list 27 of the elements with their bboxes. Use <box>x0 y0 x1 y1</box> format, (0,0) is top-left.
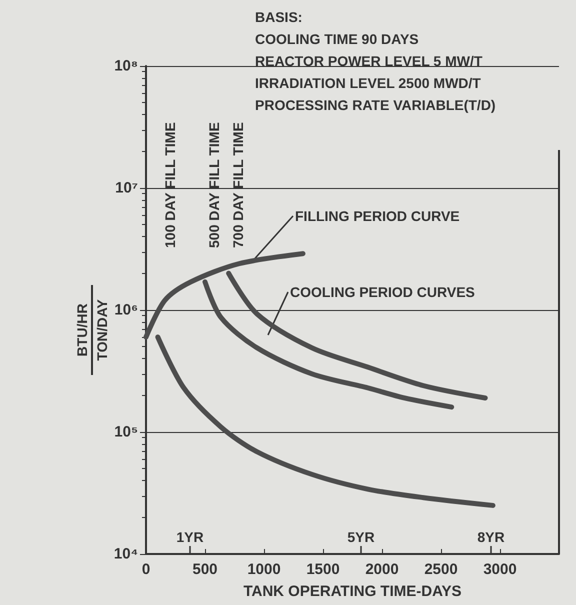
x-tick-label: 1500 <box>306 561 340 578</box>
annotation: 1YR <box>176 529 204 545</box>
y-tick-label: 10⁴ <box>114 546 138 562</box>
x-tick-label: 0 <box>142 561 150 578</box>
text: COOLING TIME 90 DAYS <box>255 31 419 47</box>
annotation: REACTOR POWER LEVEL 5 MW/T <box>255 53 483 69</box>
y-axis-title: BTU/HR TON/DAY <box>74 298 110 361</box>
y-tick-label: 10⁶ <box>114 302 138 318</box>
x-tick-label: 500 <box>192 561 218 578</box>
annotation: 100 DAY FILL TIME <box>162 122 178 248</box>
annotation: FILLING PERIOD CURVE <box>295 208 460 224</box>
annotation: 700 DAY FILL TIME <box>230 122 246 248</box>
x-tick-label: 2500 <box>424 561 458 578</box>
text: BASIS: <box>255 9 302 25</box>
x-tick-label: 3000 <box>483 561 517 578</box>
x-tick-label: 2000 <box>365 561 399 578</box>
annotation: COOLING PERIOD CURVES <box>290 284 475 300</box>
annotation: 500 DAY FILL TIME <box>206 122 222 248</box>
annotation: IRRADIATION LEVEL 2500 MWD/T <box>255 75 482 91</box>
annotation: 8YR <box>477 529 505 545</box>
annotation: PROCESSING RATE VARIABLE(T/D) <box>255 97 496 113</box>
x-tick-label: 1000 <box>247 561 281 578</box>
y-tick-label: 10⁷ <box>115 180 138 196</box>
y-tick-label: 10⁵ <box>114 424 138 440</box>
x-axis-title: TANK OPERATING TIME-DAYS <box>243 583 462 600</box>
annotation: 5YR <box>347 529 375 545</box>
y-tick-label: 10⁸ <box>114 58 138 74</box>
